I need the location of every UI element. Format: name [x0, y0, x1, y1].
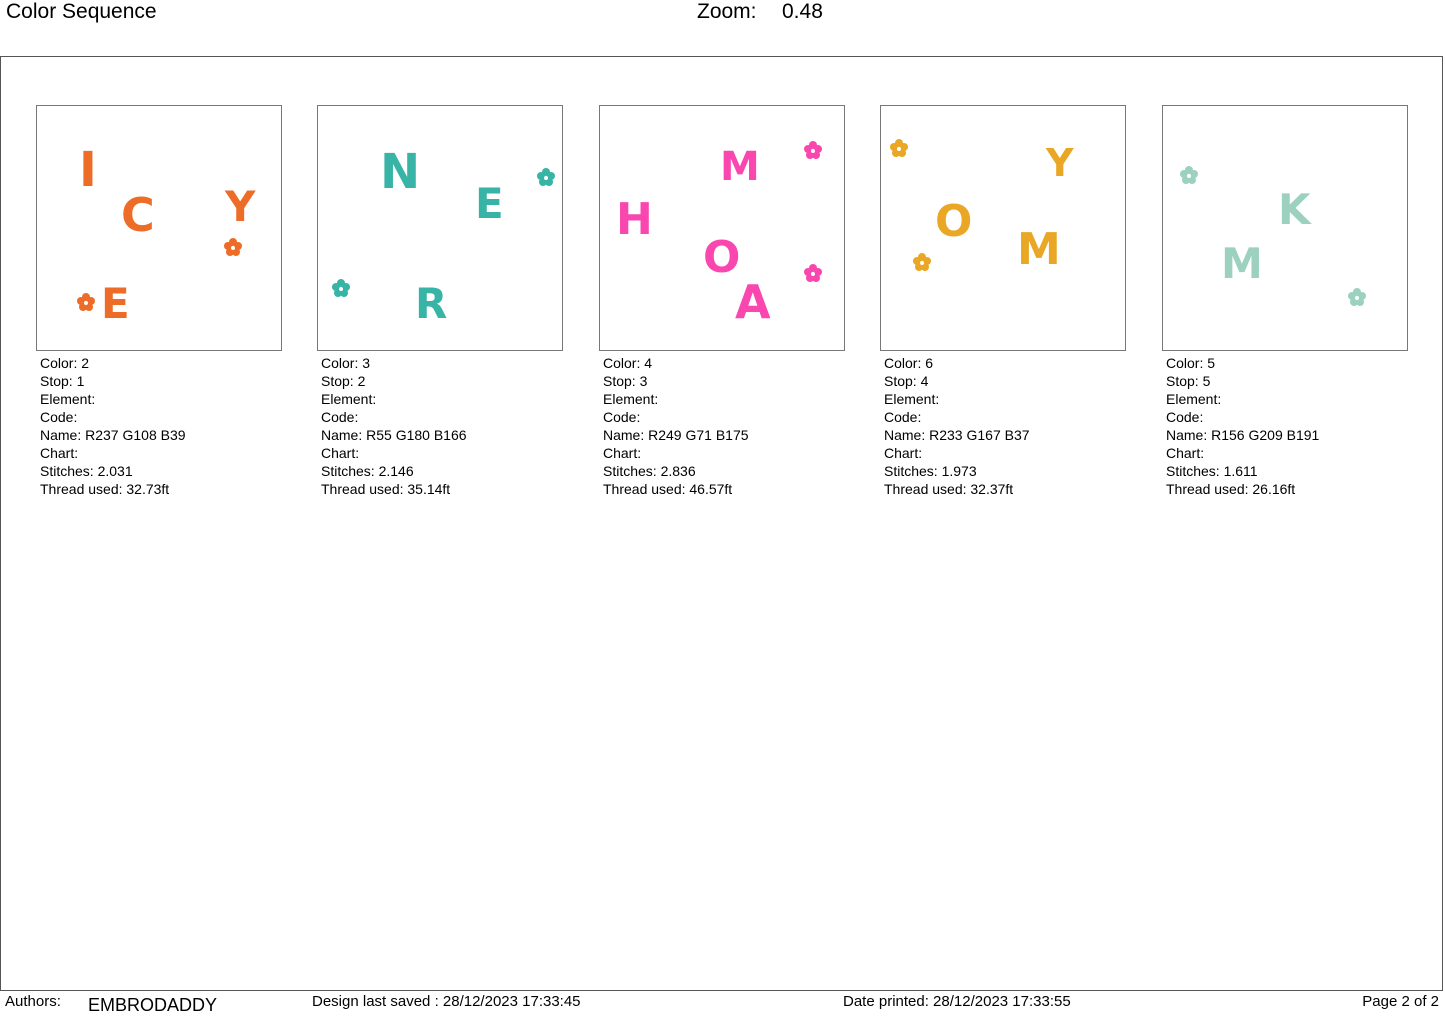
letter-glyph: M	[1221, 239, 1263, 288]
authors-label: Authors:	[5, 993, 61, 1010]
color-card-3: M H O A Color: 4 Stop: 3 Element: Code: …	[599, 105, 845, 498]
thread-swatch-5: K M	[1180, 166, 1366, 306]
letter-glyph: Y	[224, 182, 256, 231]
color-card-2: N E R Color: 3 Stop: 2 Element: Code: Na…	[317, 105, 563, 498]
chart-label: Chart:	[603, 445, 642, 461]
color-preview-4: Y O M	[880, 105, 1126, 351]
element-label: Element:	[884, 391, 940, 407]
letter-glyph: C	[121, 188, 155, 242]
code-label: Code:	[1166, 409, 1204, 425]
thread-used: Thread used: 46.57ft	[603, 481, 733, 497]
flower-icon	[224, 238, 242, 256]
letter-glyph: R	[415, 279, 447, 328]
letter-glyph: E	[475, 179, 504, 228]
flower-icon	[890, 139, 908, 157]
letter-glyph: A	[735, 275, 771, 329]
code-label: Code:	[321, 409, 359, 425]
thread-swatch-1: I C Y E	[77, 142, 256, 328]
stop-number: Stop: 2	[321, 373, 366, 389]
color-name: Name: R249 G71 B175	[603, 427, 749, 443]
flower-icon	[1348, 288, 1366, 306]
letter-glyph: Y	[1045, 141, 1074, 185]
flower-icon	[913, 253, 931, 271]
color-info-4: Color: 6 Stop: 4 Element: Code: Name: R2…	[880, 354, 1126, 498]
color-preview-5: K M	[1162, 105, 1408, 351]
element-label: Element:	[321, 391, 377, 407]
chart-label: Chart:	[884, 445, 923, 461]
color-info-5: Color: 5 Stop: 5 Element: Code: Name: R1…	[1162, 354, 1408, 498]
color-name: Name: R237 G108 B39	[40, 427, 186, 443]
letter-glyph: N	[380, 144, 420, 200]
thread-used: Thread used: 35.14ft	[321, 481, 451, 497]
color-info-1: Color: 2 Stop: 1 Element: Code: Name: R2…	[36, 354, 282, 498]
color-number: Color: 6	[884, 355, 934, 371]
stop-number: Stop: 4	[884, 373, 929, 389]
letter-glyph: M	[1017, 224, 1061, 275]
flower-icon	[804, 141, 822, 159]
stitch-count: Stitches: 1.611	[1166, 463, 1258, 479]
page-title: Color Sequence	[6, 0, 157, 23]
thread-swatch-2: N E R	[332, 144, 555, 328]
date-printed: Date printed: 28/12/2023 17:33:55	[843, 993, 1071, 1010]
letter-glyph: K	[1278, 185, 1312, 234]
chart-label: Chart:	[1166, 445, 1205, 461]
color-name: Name: R55 G180 B166	[321, 427, 467, 443]
letter-glyph: I	[79, 142, 97, 198]
flower-icon	[1180, 166, 1198, 184]
flower-icon	[804, 264, 822, 282]
page-frame	[0, 56, 1443, 991]
color-card-4: Y O M Color: 6 Stop: 4 Element: Code: Na…	[880, 105, 1126, 498]
letter-glyph: H	[616, 194, 653, 245]
color-preview-3: M H O A	[599, 105, 845, 351]
color-number: Color: 5	[1166, 355, 1216, 371]
color-number: Color: 4	[603, 355, 653, 371]
zoom-value: 0.48	[782, 0, 823, 23]
color-number: Color: 3	[321, 355, 371, 371]
letter-glyph: M	[720, 144, 760, 190]
page-number: Page 2 of 2	[1362, 993, 1439, 1010]
color-info-3: Color: 4 Stop: 3 Element: Code: Name: R2…	[599, 354, 845, 498]
element-label: Element:	[603, 391, 659, 407]
color-preview-1: I C Y E	[36, 105, 282, 351]
stitch-count: Stitches: 1.973	[884, 463, 977, 479]
color-card-1: I C Y E Color: 2 Stop: 1 Element: Code: …	[36, 105, 282, 498]
thread-swatch-3: M H O A	[616, 141, 822, 329]
color-preview-2: N E R	[317, 105, 563, 351]
flower-icon	[537, 168, 555, 186]
chart-label: Chart:	[40, 445, 79, 461]
element-label: Element:	[40, 391, 96, 407]
code-label: Code:	[884, 409, 922, 425]
zoom-label: Zoom:	[697, 0, 757, 23]
stop-number: Stop: 3	[603, 373, 648, 389]
color-number: Color: 2	[40, 355, 90, 371]
stop-number: Stop: 5	[1166, 373, 1211, 389]
flower-icon	[332, 279, 350, 297]
stop-number: Stop: 1	[40, 373, 85, 389]
flower-icon	[77, 293, 95, 311]
thread-used: Thread used: 26.16ft	[1166, 481, 1296, 497]
code-label: Code:	[40, 409, 78, 425]
author-name: EMBRODADDY	[88, 995, 218, 1015]
chart-label: Chart:	[321, 445, 360, 461]
stitch-count: Stitches: 2.031	[40, 463, 133, 479]
stitch-count: Stitches: 2.146	[321, 463, 414, 479]
color-card-5: K M Color: 5 Stop: 5 Element: Code: Name…	[1162, 105, 1408, 498]
color-name: Name: R233 G167 B37	[884, 427, 1030, 443]
color-name: Name: R156 G209 B191	[1166, 427, 1320, 443]
element-label: Element:	[1166, 391, 1222, 407]
design-last-saved: Design last saved : 28/12/2023 17:33:45	[312, 993, 581, 1010]
stitch-count: Stitches: 2.836	[603, 463, 696, 479]
thread-used: Thread used: 32.37ft	[884, 481, 1014, 497]
letter-glyph: O	[703, 232, 740, 283]
letter-glyph: O	[935, 196, 972, 247]
thread-used: Thread used: 32.73ft	[40, 481, 170, 497]
letter-glyph: E	[101, 279, 130, 328]
color-info-2: Color: 3 Stop: 2 Element: Code: Name: R5…	[317, 354, 563, 498]
thread-swatch-4: Y O M	[890, 139, 1074, 275]
code-label: Code:	[603, 409, 641, 425]
